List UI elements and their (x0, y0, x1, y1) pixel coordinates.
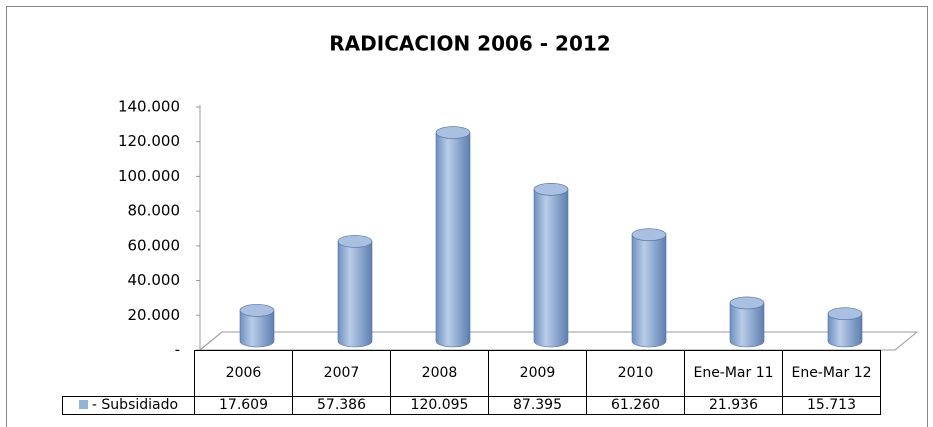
legend-cell: - Subsidiado (62, 396, 195, 415)
cylinder-top (631, 228, 667, 241)
category-cell: 2009 (488, 350, 587, 397)
legend-swatch (78, 400, 88, 409)
cylinder (337, 241, 373, 348)
cylinder (435, 132, 471, 348)
category-cell: Ene-Mar 11 (684, 350, 783, 397)
category-cell: 2010 (586, 350, 685, 397)
value-cell: 21.936 (684, 396, 783, 415)
y-tick-label: 140.000 (118, 98, 180, 116)
y-tick-label: 100.000 (118, 167, 180, 185)
cylinder-top (827, 307, 863, 321)
blank-cell (62, 350, 195, 397)
value-cell: 120.095 (390, 396, 489, 415)
y-tick-label: 120.000 (118, 132, 180, 150)
y-tick-label: 20.000 (128, 306, 181, 324)
cylinder (239, 310, 275, 348)
data-table: 2006 2007 2008 2009 2010 Ene-Mar 11 Ene-Mar 12… (62, 350, 881, 415)
y-tick-label: 40.000 (128, 271, 181, 289)
category-cell: 2006 (194, 350, 293, 397)
category-cell: Ene-Mar 12 (782, 350, 881, 397)
category-cell: 2007 (292, 350, 391, 397)
value-cell: 61.260 (586, 396, 685, 415)
cylinder-top (533, 183, 569, 196)
value-cell: 17.609 (194, 396, 293, 415)
cylinder (631, 234, 667, 348)
cylinder-top (729, 296, 765, 310)
value-cell: 87.395 (488, 396, 587, 415)
value-cell: 57.386 (292, 396, 391, 415)
category-cell: 2008 (390, 350, 489, 397)
y-axis-depth (199, 331, 223, 351)
cylinder (533, 189, 569, 348)
value-cell: 15.713 (782, 396, 881, 415)
frame (6, 6, 928, 427)
y-tick-label: 80.000 (128, 202, 181, 220)
chart-title: RADICACION 2006 - 2012 (329, 32, 610, 56)
cylinder (729, 302, 765, 348)
cylinder-top (239, 304, 275, 317)
cylinder-top (435, 126, 471, 139)
legend-label: - Subsidiado (91, 397, 179, 413)
y-tick-label: - (175, 341, 180, 359)
cylinder (827, 313, 863, 348)
cylinder-top (337, 235, 373, 248)
y-tick-label: 60.000 (128, 236, 181, 254)
